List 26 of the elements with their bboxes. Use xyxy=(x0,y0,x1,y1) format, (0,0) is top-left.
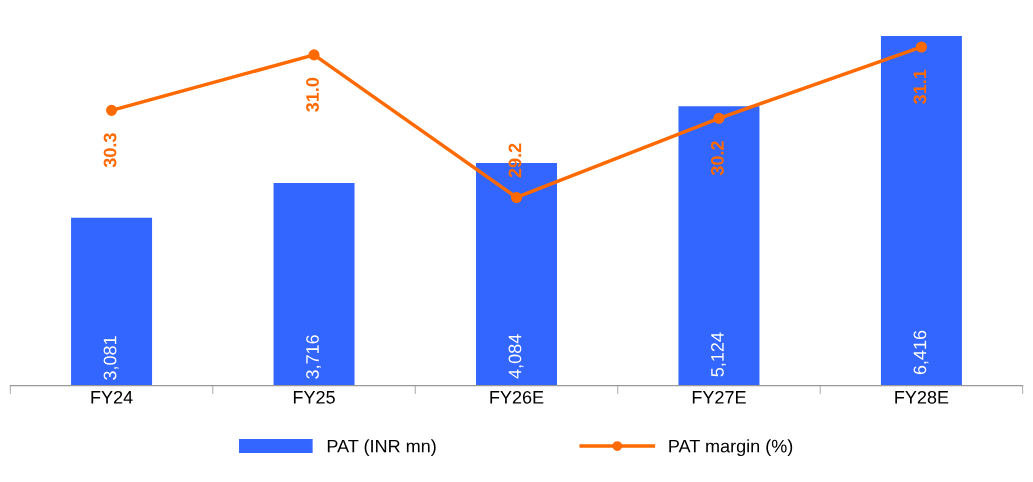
data-label: 6,416 xyxy=(913,330,929,375)
point xyxy=(308,49,320,61)
data-label: 31.0 xyxy=(306,77,319,112)
data-label: 30.3 xyxy=(103,133,117,168)
bar xyxy=(678,106,760,386)
bar xyxy=(273,183,355,386)
x-tick-label: FY25 xyxy=(293,390,335,404)
point xyxy=(510,191,523,204)
data-label: 4,084 xyxy=(508,334,524,379)
point xyxy=(713,112,725,124)
point xyxy=(915,41,927,53)
legend-label: PAT margin (%) xyxy=(669,439,793,457)
data-label: 3,716 xyxy=(306,335,322,379)
data-label: 3,081 xyxy=(103,336,119,380)
data-label: 29.2 xyxy=(508,143,522,178)
x-tick-label: FY28E xyxy=(895,390,949,404)
x-tick-label: FY24 xyxy=(91,390,133,404)
data-label: 30.2 xyxy=(711,141,724,176)
data-label: 5,124 xyxy=(711,332,726,377)
bar xyxy=(880,35,962,386)
data-label: 31.1 xyxy=(913,69,927,104)
x-tick-label: FY27E xyxy=(692,390,746,404)
x-tick-label: FY26E xyxy=(490,390,544,404)
legend-label: PAT (INR mn) xyxy=(327,439,436,457)
point xyxy=(106,104,118,116)
bar xyxy=(71,217,153,386)
